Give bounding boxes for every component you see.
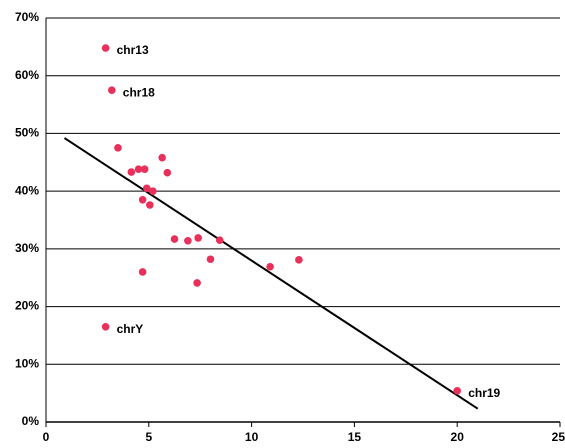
point-label: chr19	[468, 386, 500, 400]
y-tick-label: 10%	[15, 356, 39, 370]
point	[295, 256, 303, 264]
point	[453, 387, 462, 395]
point	[149, 187, 157, 195]
point	[101, 44, 110, 52]
point	[193, 279, 201, 287]
y-tick-label: 30%	[15, 241, 39, 255]
y-tick-label: 60%	[15, 68, 39, 82]
y-tick-label: 0%	[22, 414, 40, 428]
x-tick-label: 25	[552, 430, 565, 444]
x-tick-label: 15	[348, 430, 362, 444]
x-tick-label: 10	[245, 430, 259, 444]
point	[114, 144, 122, 152]
point	[163, 168, 172, 177]
point	[140, 165, 149, 174]
trend-line	[63, 137, 479, 410]
point	[184, 236, 192, 245]
point	[158, 153, 166, 162]
point	[134, 165, 143, 174]
y-tick-label: 40%	[15, 183, 39, 197]
y-tick-label: 20%	[15, 299, 39, 313]
point	[206, 255, 215, 264]
point	[101, 322, 110, 331]
point	[138, 268, 147, 276]
x-tick-label: 5	[145, 430, 152, 444]
point	[266, 262, 274, 271]
y-tick-label: 50%	[15, 126, 39, 140]
point	[107, 86, 116, 94]
point-label: chrY	[117, 322, 144, 336]
point	[215, 236, 224, 244]
point	[170, 235, 179, 243]
point	[138, 196, 147, 204]
point	[146, 201, 154, 209]
point	[194, 234, 202, 242]
point-label: chr18	[123, 85, 155, 99]
point	[127, 168, 136, 176]
point-label: chr13	[117, 43, 149, 57]
y-tick-label: 70%	[15, 10, 39, 24]
x-tick-label: 0	[43, 430, 50, 444]
point	[142, 184, 151, 193]
x-tick-label: 20	[451, 430, 465, 444]
